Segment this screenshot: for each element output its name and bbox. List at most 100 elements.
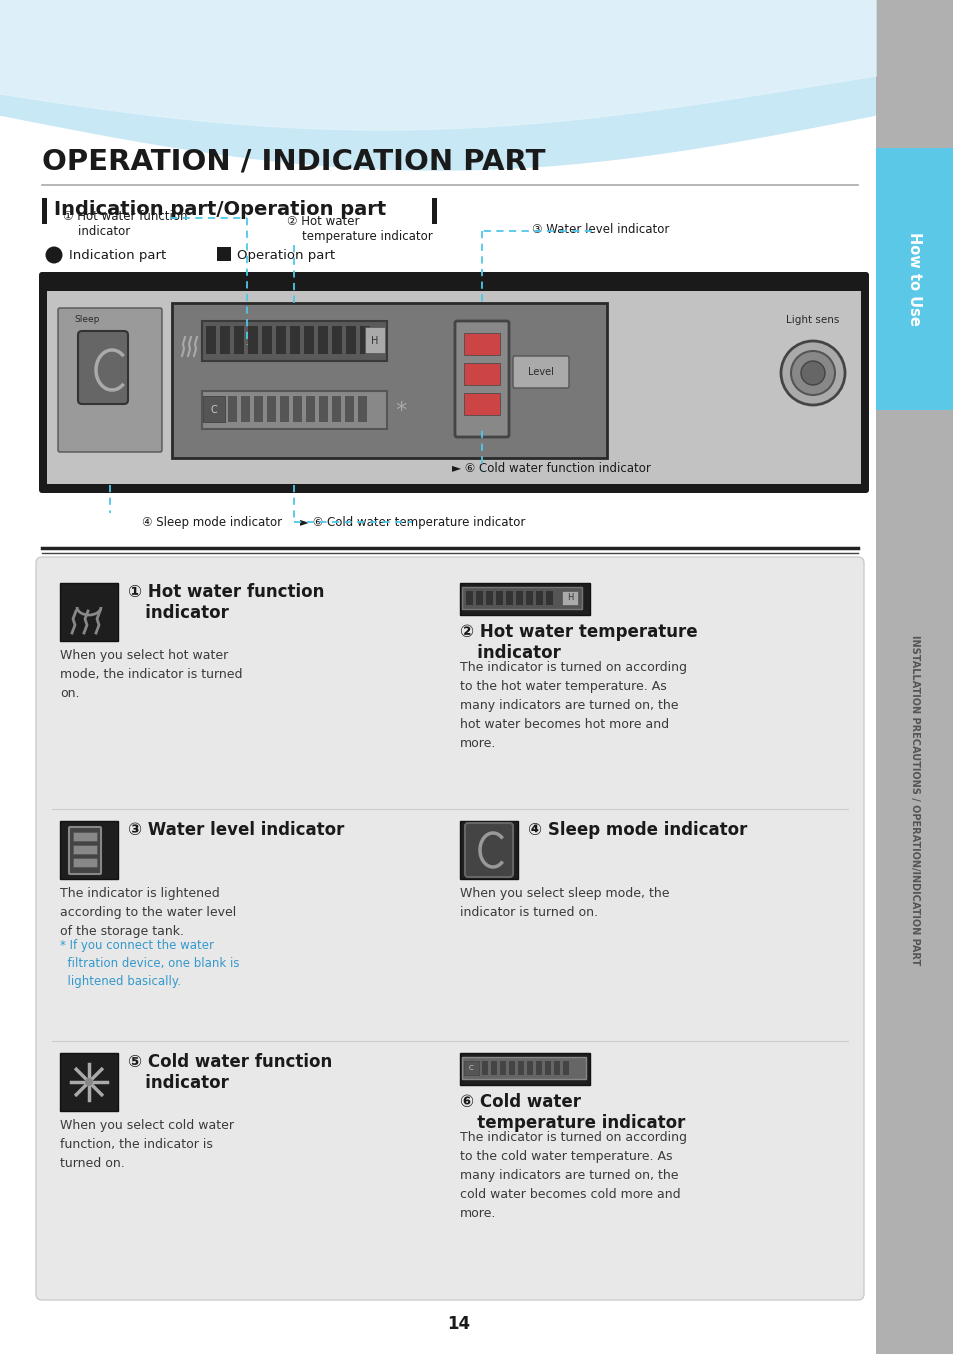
- FancyBboxPatch shape: [513, 356, 568, 389]
- Text: ④ Sleep mode indicator: ④ Sleep mode indicator: [527, 821, 746, 839]
- Bar: [544, 1062, 551, 1075]
- Bar: [332, 326, 341, 353]
- Text: The indicator is turned on according
to the hot water temperature. As
many indic: The indicator is turned on according to …: [459, 661, 686, 750]
- Bar: [875, 148, 953, 410]
- FancyBboxPatch shape: [58, 307, 162, 452]
- Bar: [525, 590, 533, 605]
- Bar: [459, 584, 589, 615]
- Bar: [875, 0, 953, 1354]
- Text: Operation part: Operation part: [236, 249, 335, 261]
- Bar: [459, 1053, 589, 1085]
- Circle shape: [818, 1304, 862, 1349]
- Bar: [267, 395, 275, 422]
- Bar: [241, 395, 250, 422]
- Bar: [432, 198, 436, 223]
- Bar: [47, 283, 861, 483]
- Text: The indicator is turned on according
to the cold water temperature. As
many indi: The indicator is turned on according to …: [459, 1131, 686, 1220]
- Polygon shape: [0, 0, 875, 171]
- Bar: [536, 590, 542, 605]
- Bar: [463, 1062, 478, 1075]
- Text: ⑤ Cold water function
   indicator: ⑤ Cold water function indicator: [128, 1053, 332, 1091]
- Text: *: *: [395, 401, 406, 421]
- Bar: [0, 0, 953, 115]
- Text: ► ⑥ Cold water temperature indicator: ► ⑥ Cold water temperature indicator: [299, 516, 525, 529]
- Bar: [554, 1062, 559, 1075]
- Bar: [509, 1062, 515, 1075]
- Bar: [332, 395, 340, 422]
- Bar: [47, 283, 861, 291]
- Text: * If you connect the water
  filtration device, one blank is
  lightened basical: * If you connect the water filtration de…: [60, 940, 239, 988]
- Bar: [461, 1057, 585, 1079]
- Bar: [290, 326, 299, 353]
- Text: When you select cold water
function, the indicator is
turned on.: When you select cold water function, the…: [60, 1118, 233, 1170]
- Bar: [248, 326, 257, 353]
- FancyBboxPatch shape: [455, 321, 509, 437]
- Bar: [73, 845, 97, 854]
- Polygon shape: [0, 0, 875, 130]
- FancyBboxPatch shape: [172, 303, 606, 458]
- Circle shape: [763, 1284, 827, 1349]
- Bar: [0, 1274, 875, 1354]
- Bar: [463, 363, 499, 385]
- Bar: [359, 326, 370, 353]
- Bar: [42, 198, 47, 223]
- Text: ③ Water level indicator: ③ Water level indicator: [128, 821, 344, 839]
- Bar: [562, 1062, 568, 1075]
- Bar: [228, 395, 236, 422]
- Bar: [481, 1062, 488, 1075]
- Bar: [304, 326, 314, 353]
- Bar: [463, 393, 499, 414]
- Bar: [526, 1062, 533, 1075]
- Bar: [545, 590, 553, 605]
- Text: H: H: [371, 336, 378, 347]
- Bar: [365, 328, 385, 353]
- Text: Level: Level: [528, 367, 554, 376]
- Circle shape: [85, 1078, 92, 1086]
- Bar: [202, 321, 387, 362]
- FancyBboxPatch shape: [36, 556, 863, 1300]
- Bar: [202, 391, 387, 429]
- Circle shape: [790, 351, 834, 395]
- Bar: [357, 395, 367, 422]
- Bar: [306, 395, 314, 422]
- Bar: [293, 395, 302, 422]
- Bar: [60, 584, 118, 640]
- Bar: [485, 590, 493, 605]
- Bar: [461, 588, 581, 609]
- Bar: [73, 858, 97, 867]
- Text: OPERATION / INDICATION PART: OPERATION / INDICATION PART: [42, 148, 545, 176]
- Bar: [536, 1062, 541, 1075]
- Bar: [476, 590, 482, 605]
- Text: ③ Water level indicator: ③ Water level indicator: [532, 223, 669, 236]
- Bar: [280, 395, 289, 422]
- Bar: [60, 1053, 118, 1112]
- FancyBboxPatch shape: [464, 823, 513, 877]
- Bar: [561, 590, 578, 605]
- Bar: [220, 326, 230, 353]
- Bar: [262, 326, 272, 353]
- Circle shape: [46, 246, 63, 264]
- Text: INSTALLATION PRECAUTIONS / OPERATION/INDICATION PART: INSTALLATION PRECAUTIONS / OPERATION/IND…: [909, 635, 919, 965]
- Text: How to Use: How to Use: [906, 232, 922, 326]
- Text: When you select hot water
mode, the indicator is turned
on.: When you select hot water mode, the indi…: [60, 649, 242, 700]
- Bar: [517, 1062, 523, 1075]
- Bar: [459, 821, 517, 879]
- Bar: [463, 333, 499, 355]
- Bar: [465, 590, 473, 605]
- Text: ④ Sleep mode indicator: ④ Sleep mode indicator: [142, 516, 282, 529]
- Text: 14: 14: [447, 1315, 470, 1332]
- Text: The indicator is lightened
according to the water level
of the storage tank.: The indicator is lightened according to …: [60, 887, 236, 938]
- Text: ① Hot water function
    indicator: ① Hot water function indicator: [63, 210, 188, 238]
- FancyBboxPatch shape: [69, 827, 101, 873]
- FancyBboxPatch shape: [39, 272, 868, 493]
- Bar: [253, 395, 263, 422]
- Bar: [496, 590, 502, 605]
- Bar: [73, 831, 97, 841]
- Bar: [505, 590, 513, 605]
- Text: C: C: [211, 405, 217, 414]
- Text: C: C: [468, 1066, 473, 1071]
- Circle shape: [801, 362, 824, 385]
- Bar: [60, 821, 118, 879]
- Circle shape: [781, 341, 844, 405]
- Text: H: H: [566, 593, 573, 603]
